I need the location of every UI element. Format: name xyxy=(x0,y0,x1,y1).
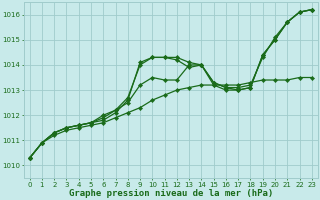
X-axis label: Graphe pression niveau de la mer (hPa): Graphe pression niveau de la mer (hPa) xyxy=(68,189,273,198)
